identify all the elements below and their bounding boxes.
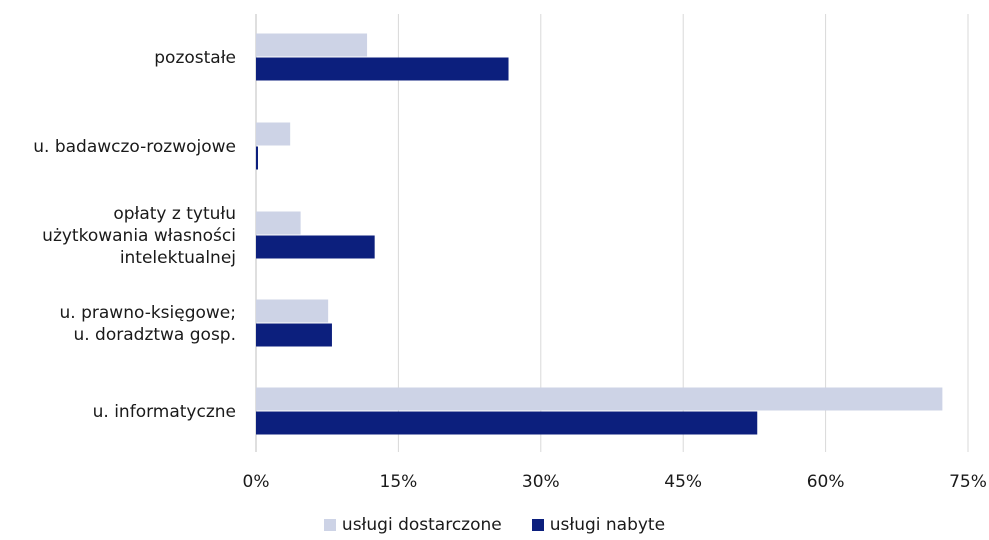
bar-nabyte — [256, 146, 258, 170]
legend-swatch-series-1 — [323, 519, 336, 531]
category-label: u. informatyczne — [93, 402, 236, 422]
x-tick-label: 75% — [949, 472, 987, 492]
legend-item-series-2: usługi nabyte — [531, 515, 666, 535]
legend-swatch-series-2 — [531, 519, 544, 531]
bar-dostarczone — [256, 211, 301, 235]
x-tick-label: 0% — [243, 472, 270, 492]
gridlines — [255, 14, 969, 452]
legend-label-series-1: usługi dostarczone — [341, 515, 502, 535]
bar-dostarczone — [256, 122, 291, 146]
x-axis-tick-labels: 0% 15% 30% 45% 60% 75% — [243, 472, 987, 492]
x-tick-label: 15% — [380, 472, 418, 492]
category-label: intelektualnej — [120, 248, 236, 268]
category-label: u. doradztwa gosp. — [73, 325, 236, 345]
bar-nabyte — [256, 57, 509, 81]
bar-dostarczone — [256, 33, 368, 57]
category-label: pozostałe — [154, 48, 236, 68]
category-label: u. badawczo-rozwojowe — [33, 137, 236, 157]
x-tick-label: 45% — [664, 472, 702, 492]
bar-nabyte — [256, 323, 332, 347]
bar-nabyte — [256, 235, 375, 259]
legend-item-series-1: usługi dostarczone — [323, 515, 502, 535]
bar-chart: pozostałe u. badawczo-rozwojowe opłaty z t… — [33, 14, 987, 492]
legend: usługi dostarczone usługi nabyte — [0, 512, 989, 538]
legend-label-series-2: usługi nabyte — [549, 515, 666, 535]
category-labels: pozostałe u. badawczo-rozwojowe opłaty z t… — [33, 48, 236, 422]
category-label: u. prawno-księgowe; — [60, 303, 236, 323]
bars — [256, 33, 943, 435]
category-label: użytkowania własności — [42, 226, 236, 246]
category-label: opłaty z tytułu — [113, 204, 236, 224]
bar-nabyte — [256, 411, 758, 435]
bar-dostarczone — [256, 299, 329, 323]
bar-dostarczone — [256, 387, 943, 411]
x-tick-label: 30% — [522, 472, 560, 492]
x-tick-label: 60% — [807, 472, 845, 492]
